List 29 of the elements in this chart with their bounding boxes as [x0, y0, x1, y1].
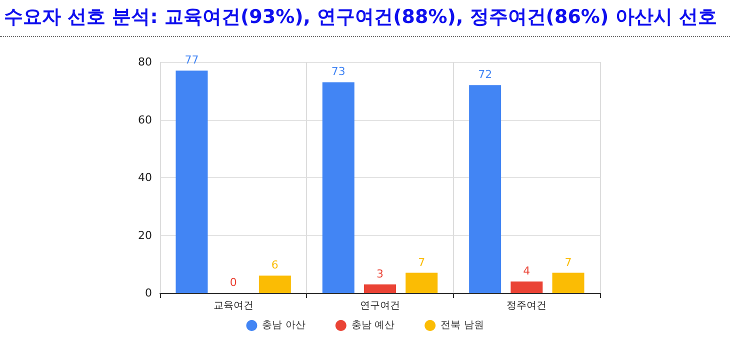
data-label: 6 — [271, 258, 278, 272]
y-tick-label: 0 — [145, 286, 152, 300]
y-tick-label: 80 — [138, 56, 152, 68]
bar — [322, 82, 354, 293]
x-tick-label: 연구여건 — [360, 300, 400, 312]
bar — [176, 70, 208, 293]
legend-label: 충남 아산 — [262, 320, 306, 331]
data-label: 72 — [478, 68, 492, 82]
bar — [406, 272, 438, 293]
x-tick-label: 정주여건 — [506, 300, 547, 312]
legend-label: 전북 남원 — [440, 320, 484, 331]
bar — [258, 276, 291, 293]
data-label: 77 — [184, 54, 199, 67]
legend-label: 충남 예산 — [351, 320, 395, 331]
data-label: 73 — [331, 65, 346, 78]
chart-title: 수요자 선호 분석: 교육여건(93%), 연구여건(88%), 정주여건(86%) 아산시 선호 — [4, 5, 717, 30]
bar — [469, 85, 502, 293]
bar — [510, 281, 543, 293]
y-tick-label: 20 — [138, 228, 152, 242]
y-tick-label: 40 — [138, 171, 152, 184]
x-tick-label: 교육여건 — [213, 300, 254, 312]
data-label: 7 — [418, 256, 426, 269]
data-label: 4 — [523, 264, 530, 278]
data-label: 7 — [564, 256, 572, 269]
data-label: 0 — [230, 276, 237, 289]
bar — [552, 272, 584, 293]
bar — [364, 284, 396, 293]
data-label: 3 — [376, 267, 384, 280]
y-tick-label: 60 — [138, 113, 152, 126]
